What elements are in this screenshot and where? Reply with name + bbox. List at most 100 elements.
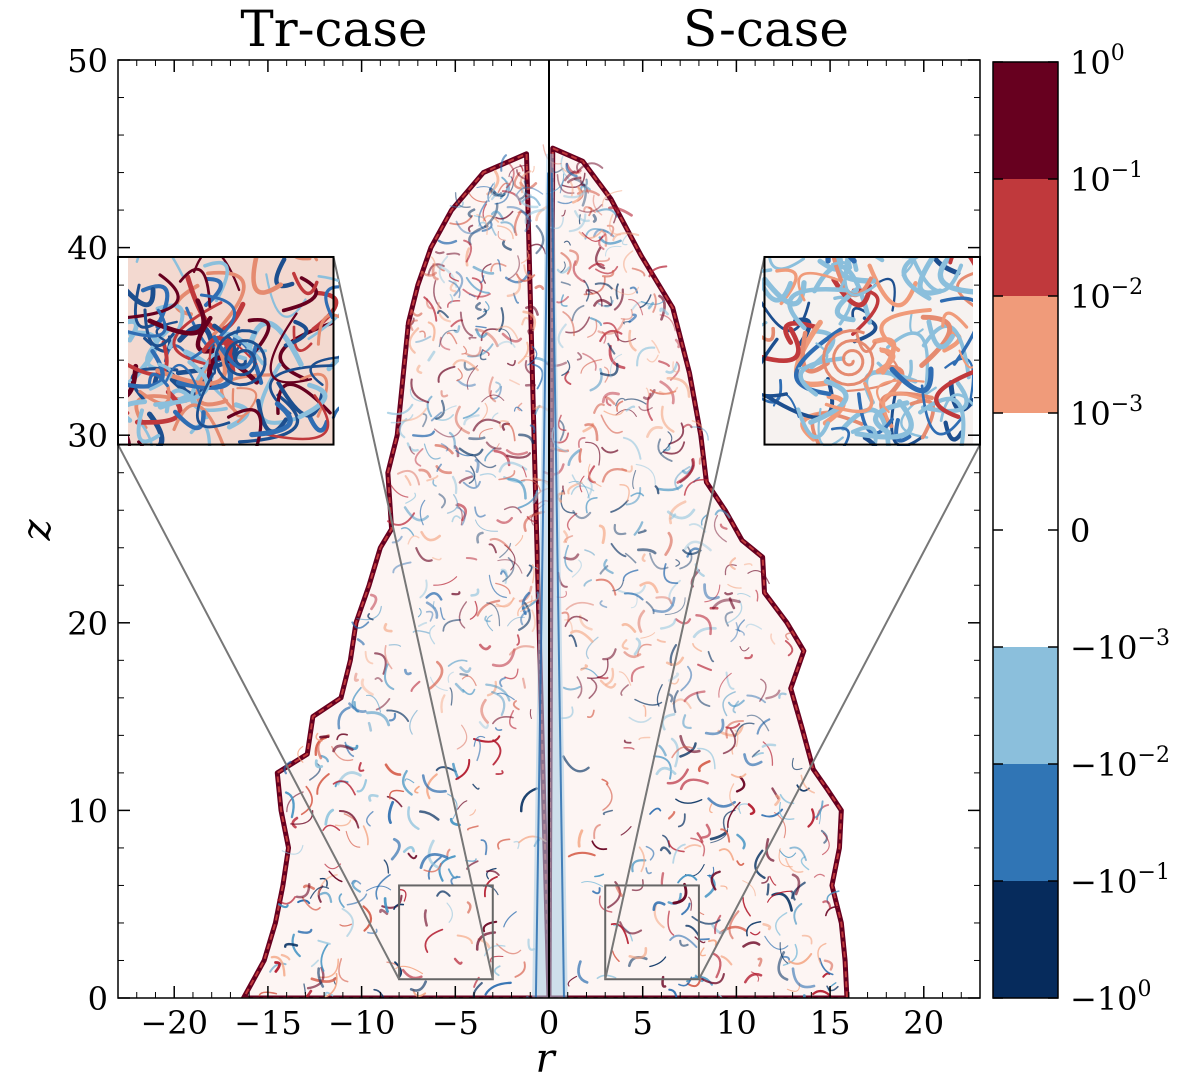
- filament: [774, 794, 781, 806]
- filaments-left: [258, 154, 556, 998]
- filament: [367, 721, 373, 732]
- filament: [707, 650, 715, 663]
- inset-filament: [762, 326, 801, 364]
- filament: [427, 321, 436, 342]
- filament: [409, 980, 428, 992]
- filament: [483, 202, 499, 228]
- colorbar-label-sign: −: [1070, 980, 1097, 1018]
- inset-vortex: [214, 329, 267, 387]
- filament: [605, 398, 612, 407]
- filament: [579, 176, 584, 186]
- filament: [332, 744, 354, 753]
- filament: [503, 911, 517, 928]
- filament: [485, 869, 500, 876]
- filament: [502, 557, 515, 583]
- filament: [638, 846, 646, 873]
- colorbar-label: −100: [1070, 977, 1152, 1018]
- filament: [356, 779, 368, 793]
- inset-filament: [128, 363, 139, 398]
- filament: [672, 843, 686, 864]
- filament: [598, 524, 606, 544]
- filament: [517, 180, 528, 201]
- filament: [430, 256, 436, 268]
- filament: [683, 690, 706, 703]
- filament: [425, 601, 439, 619]
- filament: [459, 311, 474, 337]
- filament: [667, 693, 674, 703]
- filament: [601, 391, 620, 404]
- filament: [605, 245, 622, 257]
- inset-filament: [882, 391, 936, 426]
- filament: [317, 939, 331, 945]
- inset-filament: [875, 347, 896, 374]
- filament: [750, 971, 760, 982]
- filament: [429, 660, 444, 690]
- inset-filament: [128, 273, 180, 319]
- filament: [484, 447, 497, 462]
- filament: [486, 169, 500, 196]
- filament: [462, 688, 476, 696]
- filament: [433, 280, 442, 309]
- filament: [454, 682, 465, 693]
- filament: [365, 694, 382, 713]
- filament: [652, 596, 676, 613]
- filament: [608, 206, 633, 217]
- filament: [734, 722, 755, 738]
- colorbar-label: 100: [1070, 41, 1125, 82]
- filament: [480, 839, 488, 856]
- filament: [291, 816, 299, 829]
- filament: [610, 353, 623, 378]
- filament: [498, 470, 516, 481]
- filament: [727, 583, 742, 589]
- zoom-connector: [604, 256, 766, 980]
- filament: [425, 610, 434, 622]
- filament: [436, 265, 458, 289]
- filament: [394, 961, 403, 978]
- inset-filament: [918, 396, 966, 446]
- filament: [679, 546, 693, 570]
- filament: [430, 411, 443, 422]
- filament: [351, 621, 370, 629]
- filament: [583, 276, 606, 296]
- inset-filament: [155, 340, 228, 386]
- filament: [785, 632, 792, 641]
- filament: [652, 901, 666, 912]
- filament: [823, 959, 834, 971]
- filament: [792, 881, 806, 901]
- filament: [497, 182, 511, 193]
- filament: [685, 924, 700, 937]
- filament: [790, 890, 794, 900]
- filament: [743, 753, 763, 767]
- jet-outline-accent-left: [242, 152, 551, 998]
- filament: [614, 331, 637, 343]
- filament: [344, 741, 355, 758]
- colorbar-label-base: 10: [1097, 980, 1138, 1018]
- colorbar-label: 10−1: [1070, 158, 1143, 199]
- inset-filament: [281, 276, 318, 313]
- filament: [374, 677, 383, 683]
- filament: [561, 209, 566, 217]
- filament: [652, 755, 672, 780]
- filament: [633, 521, 644, 536]
- filament: [567, 851, 596, 858]
- filament: [515, 186, 544, 197]
- filament: [730, 773, 747, 779]
- filament: [753, 752, 764, 757]
- zoom-connector: [698, 444, 981, 980]
- filament: [656, 684, 663, 707]
- filament: [613, 523, 627, 536]
- filament: [611, 950, 620, 962]
- inset-filament: [292, 325, 313, 352]
- filament: [675, 798, 703, 804]
- filament: [529, 424, 536, 434]
- filament: [559, 420, 565, 442]
- filament: [634, 698, 663, 706]
- filament: [358, 762, 365, 772]
- inset-filament: [909, 313, 924, 335]
- filament: [657, 484, 683, 492]
- filament: [426, 395, 433, 418]
- filament: [692, 643, 703, 652]
- filament: [695, 613, 712, 636]
- filament: [608, 344, 626, 370]
- inset-vortex: [821, 329, 875, 387]
